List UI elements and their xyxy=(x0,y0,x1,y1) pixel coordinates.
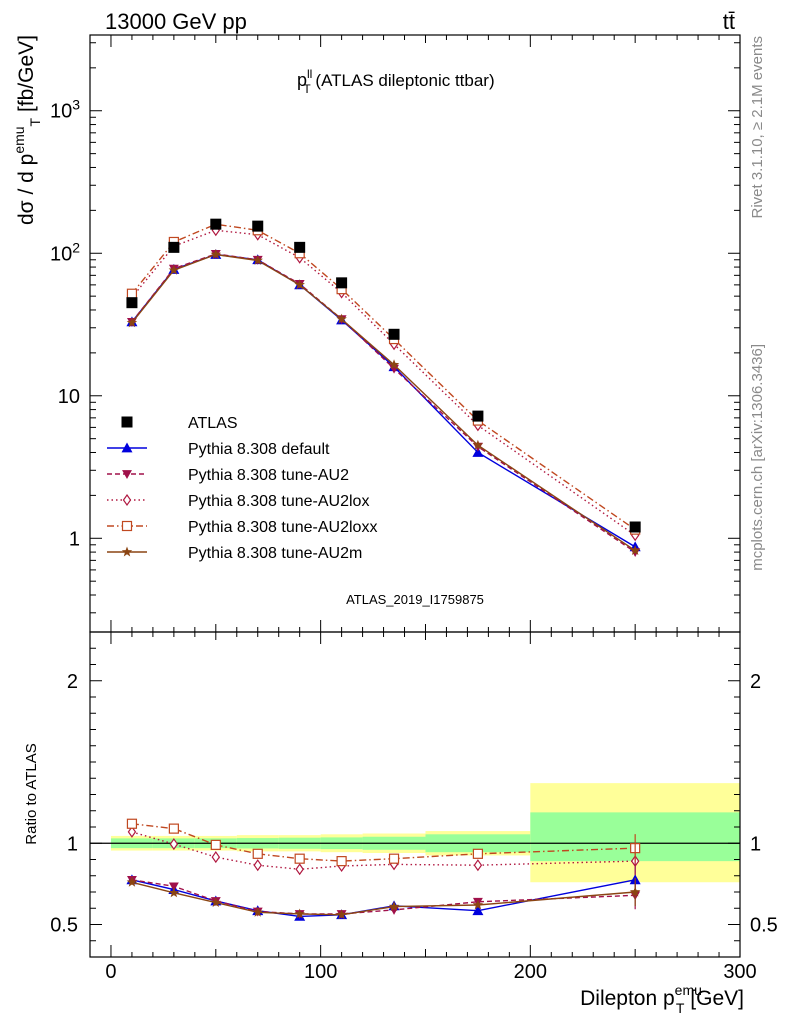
ratio-series-point-2 xyxy=(253,859,262,872)
atlas-point xyxy=(168,241,180,253)
ratio-series-point-3 xyxy=(252,848,263,859)
legend-label-3: Pythia 8.308 tune-AU2loxx xyxy=(188,519,377,536)
ratio-y-tick-label-right: 0.5 xyxy=(750,915,778,937)
series-point-4 xyxy=(294,279,305,290)
legend-label-4: Pythia 8.308 tune-AU2m xyxy=(188,545,362,562)
ratio-series-point-3 xyxy=(210,839,221,850)
legend-label-atlas: ATLAS xyxy=(188,415,238,432)
ratio-y-axis-label: Ratio to ATLAS xyxy=(23,743,40,844)
legend-label-1: Pythia 8.308 tune-AU2 xyxy=(188,467,349,484)
ratio-series-point-4 xyxy=(126,876,138,887)
atlas-point xyxy=(629,521,641,533)
series-point-0 xyxy=(472,446,484,457)
x-tick-label: 0 xyxy=(105,961,116,983)
x-axis-label: Dilepton pemu T [GeV] xyxy=(580,982,744,1016)
header-left: 13000 GeV pp xyxy=(105,9,247,34)
y-tick-label: 102 xyxy=(50,239,80,265)
main-plot: 1 10 102 103 dσ / d pemuT [fb/GeV] pll T (ATLA… xyxy=(11,34,741,633)
legend-marker-atlas xyxy=(121,416,133,428)
ratio-plot: 0.5 0.5 1 1 2 2 0 100 200 300 Ratio to ATLAS Dilept… xyxy=(23,631,778,1016)
ratio-series-point-2 xyxy=(169,838,179,851)
ratio-y-tick-label: 2 xyxy=(67,671,78,693)
ratio-series-point-4 xyxy=(210,897,222,908)
y-tick-label: 103 xyxy=(50,97,80,123)
ratio-series-line-3 xyxy=(131,823,636,862)
ratio-series-point-4 xyxy=(168,887,180,898)
atlas-point xyxy=(126,297,138,309)
ratio-series-point-2 xyxy=(295,863,304,876)
series-line-2 xyxy=(131,229,636,536)
ratio-series-point-3 xyxy=(472,848,484,859)
ratio-series-point-2 xyxy=(473,859,483,872)
ratio-series-point-3 xyxy=(126,818,138,829)
analysis-label: ATLAS_2019_I1759875 xyxy=(346,592,484,607)
atlas-point xyxy=(210,218,222,230)
series-point-4 xyxy=(210,249,222,259)
legend-label-2: Pythia 8.308 tune-AU2lox xyxy=(188,493,369,510)
y-axis-label: dσ / d pemuT [fb/GeV] xyxy=(11,35,43,225)
atlas-point xyxy=(252,220,264,232)
atlas-point xyxy=(336,277,348,289)
ratio-series-point-3 xyxy=(168,823,179,834)
x-tick-label: 300 xyxy=(723,961,756,983)
x-tick-label: 100 xyxy=(304,961,337,983)
legend-marker-4 xyxy=(121,546,133,557)
ratio-series-point-2 xyxy=(127,825,137,838)
legend-label-0: Pythia 8.308 default xyxy=(188,441,330,458)
legend-marker-3 xyxy=(121,520,133,532)
plot-title: pll T (ATLAS dileptonic ttbar) xyxy=(297,67,495,96)
ratio-series-point-4 xyxy=(252,906,263,917)
ratio-series-point-4 xyxy=(388,901,400,912)
side-label-rivet: Rivet 3.1.10, ≥ 2.1M events xyxy=(749,36,766,219)
atlas-point xyxy=(388,328,400,340)
ratio-series-point-4 xyxy=(294,908,305,919)
side-label-mcplots: mcplots.cern.ch [arXiv:1306.3436] xyxy=(749,344,766,571)
atlas-point xyxy=(294,241,306,253)
atlas-point xyxy=(472,410,484,422)
ratio-series-point-3 xyxy=(294,853,305,864)
ratio-series-point-3 xyxy=(388,853,400,864)
ratio-y-tick-label-right: 1 xyxy=(750,833,761,855)
ratio-y-tick-label: 1 xyxy=(67,833,78,855)
series-point-4 xyxy=(252,254,263,265)
ratio-series-point-4 xyxy=(472,899,484,910)
y-tick-label: 1 xyxy=(69,528,80,550)
series-line-3 xyxy=(131,223,636,531)
ratio-series-point-1 xyxy=(168,882,179,892)
main-frame xyxy=(89,34,741,633)
series-point-4 xyxy=(629,545,641,556)
series-point-4 xyxy=(472,439,484,450)
ratio-y-tick-label: 0.5 xyxy=(50,915,78,937)
ratio-y-tick-label-right: 2 xyxy=(750,671,761,693)
ratio-series-point-3 xyxy=(336,856,347,867)
header-right: tt̄ xyxy=(723,9,735,34)
ratio-series-point-2 xyxy=(211,851,221,864)
series-point-4 xyxy=(168,264,180,275)
y-tick-label: 10 xyxy=(58,386,80,408)
series-point-4 xyxy=(126,317,138,328)
series-point-4 xyxy=(388,359,400,370)
ratio-series-point-1 xyxy=(389,906,399,915)
legend-marker-2 xyxy=(122,493,132,507)
series-point-4 xyxy=(336,313,347,324)
legend-marker-0 xyxy=(121,442,133,453)
legend-marker-1 xyxy=(122,470,132,479)
ratio-series-point-0 xyxy=(472,905,484,916)
series-point-3 xyxy=(126,288,138,299)
x-tick-label: 200 xyxy=(514,961,547,983)
ratio-series-point-4 xyxy=(336,909,347,920)
